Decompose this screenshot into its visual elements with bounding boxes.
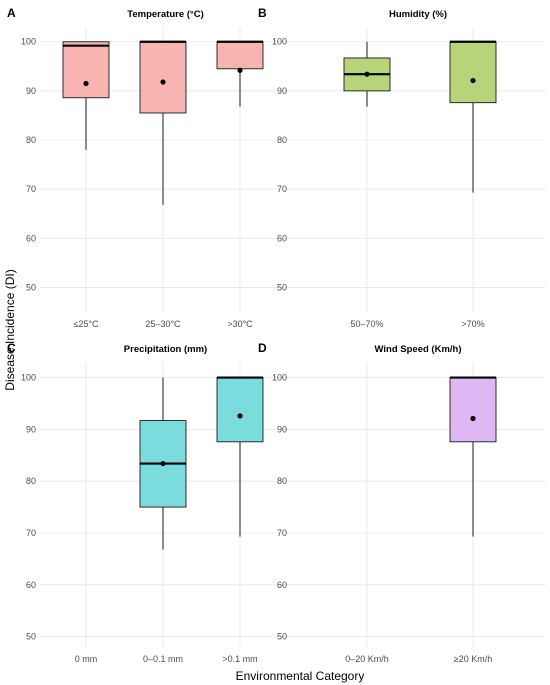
mean-point — [470, 77, 476, 84]
box-0–0.1 mm — [139, 377, 187, 550]
y-tick-label: 100 — [21, 37, 36, 47]
mean-point — [83, 80, 89, 87]
y-axis-title: Disease Incidence (DI) — [3, 269, 17, 390]
mean-point — [364, 71, 370, 77]
mean-point — [237, 413, 243, 419]
x-tick-label: 25–30°C — [145, 319, 181, 329]
box-50–70% — [343, 41, 391, 107]
box-25–30°C — [139, 40, 187, 205]
x-axis-title: Environmental Category — [236, 669, 365, 683]
y-tick-label: 90 — [26, 424, 36, 434]
y-tick-label: 50 — [277, 632, 287, 642]
y-tick-label: 100 — [21, 373, 36, 383]
box-≤25°C — [62, 41, 110, 150]
panel-title: Temperature (°C) — [127, 9, 203, 20]
y-tick-label: 70 — [26, 184, 36, 194]
x-tick-label: ≤25°C — [73, 319, 99, 329]
x-tick-label: >0.1 mm — [222, 654, 257, 664]
panel-a: A Temperature (°C) 50 60 70 80 90 100 ≤25°C 25–30… — [7, 6, 291, 329]
panel-title: Precipitation (mm) — [124, 344, 207, 355]
box->0.1 mm — [216, 376, 264, 537]
x-tick-label: 0 mm — [75, 654, 98, 664]
panel-d: D Wind Speed (Km/h) 50 60 70 80 90 100 0–20 Km/h… — [258, 341, 545, 664]
box — [62, 41, 110, 99]
panel-letter: D — [258, 341, 267, 355]
y-tick-label: 60 — [26, 580, 36, 590]
x-tick-label: ≥20 Km/h — [454, 654, 492, 664]
y-tick-label: 80 — [26, 135, 36, 145]
y-tick-label: 50 — [26, 632, 36, 642]
mean-point — [237, 67, 243, 73]
y-tick-label: 60 — [277, 580, 287, 590]
box — [216, 377, 264, 443]
y-tick-label: 90 — [277, 424, 287, 434]
panel-letter: A — [7, 6, 16, 20]
panel-c: C Precipitation (mm) 50 60 70 80 90 100 0 mm 0–0.… — [7, 341, 291, 664]
y-tick-label: 80 — [277, 476, 287, 486]
y-tick-label: 50 — [26, 282, 36, 292]
panel-b: B Humidity (%) 50 60 70 80 90 100 50–70% >70% — [258, 6, 545, 329]
y-tick-label: 70 — [277, 528, 287, 538]
x-tick-label: >30°C — [227, 319, 253, 329]
y-tick-label: 80 — [26, 476, 36, 486]
y-tick-label: 80 — [277, 135, 287, 145]
panel-letter: B — [258, 6, 267, 20]
y-tick-label: 60 — [26, 233, 36, 243]
mean-point — [160, 460, 166, 467]
box->70% — [449, 40, 497, 193]
y-tick-label: 70 — [26, 528, 36, 538]
box-≥20 Km/h — [449, 376, 497, 537]
box — [449, 41, 497, 104]
y-tick-label: 100 — [272, 373, 287, 383]
x-tick-label: >70% — [461, 319, 484, 329]
box->30°C — [216, 40, 264, 107]
y-tick-label: 100 — [272, 37, 287, 47]
x-tick-label: 50–70% — [350, 319, 383, 329]
mean-point — [160, 79, 166, 85]
y-tick-label: 70 — [277, 184, 287, 194]
x-tick-label: 0–0.1 mm — [143, 654, 183, 664]
y-tick-label: 50 — [277, 282, 287, 292]
panel-title: Humidity (%) — [389, 9, 447, 20]
x-tick-label: 0–20 Km/h — [345, 654, 389, 664]
box — [139, 41, 187, 114]
panel-title: Wind Speed (Km/h) — [375, 344, 462, 355]
y-tick-label: 90 — [277, 86, 287, 96]
box — [449, 377, 497, 443]
y-tick-label: 60 — [277, 233, 287, 243]
y-tick-label: 90 — [26, 86, 36, 96]
box — [216, 41, 264, 70]
panel-letter: C — [7, 341, 16, 355]
mean-point — [470, 415, 476, 422]
